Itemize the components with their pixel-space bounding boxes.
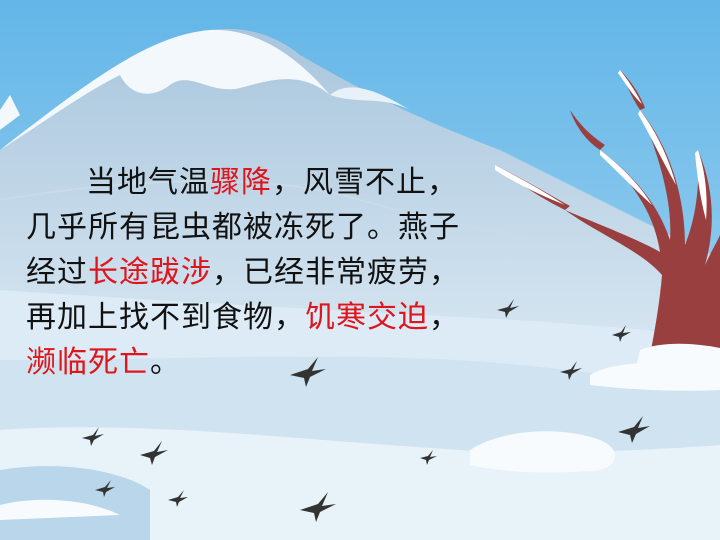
- story-text-segment: 几乎所有昆虫都被冻死了。燕子: [26, 210, 460, 245]
- story-text-segment: 当地气温: [86, 165, 210, 200]
- story-text-segment: 。: [150, 345, 181, 380]
- swallow-icon: [300, 492, 336, 522]
- story-line-5: 濒临死亡。: [26, 340, 546, 385]
- highlighted-phrase: 骤降: [210, 165, 272, 200]
- bare-tree-icon: [495, 70, 720, 372]
- story-line-1: 当地气温骤降，风雪不止，: [26, 160, 546, 205]
- swallow-icon: [420, 450, 437, 465]
- snow-ground: [0, 290, 720, 540]
- story-text-segment: 再加上找不到食物，: [26, 300, 305, 335]
- snow-mountain-icon: [0, 28, 720, 331]
- swallow-icon: [140, 441, 168, 465]
- story-line-3: 经过长途跋涉，已经非常疲劳，: [26, 250, 546, 295]
- swallow-icon: [618, 416, 650, 443]
- swallow-icon: [168, 490, 188, 507]
- story-text-segment: ，已经非常疲劳，: [212, 255, 460, 290]
- story-text: 当地气温骤降，风雪不止， 几乎所有昆虫都被冻死了。燕子 经过长途跋涉，已经非常疲…: [26, 160, 546, 385]
- swallow-icon: [612, 325, 631, 342]
- highlighted-phrase: 濒临死亡: [26, 345, 150, 380]
- story-text-segment: 经过: [26, 255, 88, 290]
- story-line-4: 再加上找不到食物，饥寒交迫，: [26, 295, 546, 340]
- highlighted-phrase: 饥寒交迫: [305, 300, 429, 335]
- story-text-segment: ，: [429, 300, 460, 335]
- story-line-2: 几乎所有昆虫都被冻死了。燕子: [26, 205, 546, 250]
- swallow-icon: [497, 299, 519, 318]
- swallow-icon: [82, 427, 104, 446]
- swallow-icon: [95, 480, 115, 497]
- highlighted-phrase: 长途跋涉: [88, 255, 212, 290]
- swallow-icon: [290, 357, 326, 387]
- swallow-icon: [560, 361, 582, 380]
- story-text-segment: ，风雪不止，: [272, 165, 458, 200]
